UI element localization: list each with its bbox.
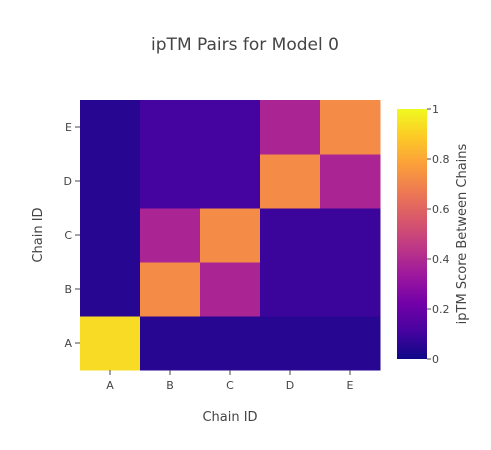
colorbar-ticks: 0 0.2 0.4 0.6 0.8 1 bbox=[427, 103, 450, 366]
y-axis-ticks: A B C D E bbox=[64, 121, 80, 350]
heatmap-cell-C-A bbox=[80, 208, 141, 263]
colorbar bbox=[397, 109, 427, 359]
heatmap-cell-B-D bbox=[260, 262, 321, 317]
chart-title: ipTM Pairs for Model 0 bbox=[151, 35, 339, 55]
heatmap-cell-C-E bbox=[320, 208, 381, 263]
heatmap-cell-B-A bbox=[80, 262, 141, 317]
colorbar-tick-label: 0.6 bbox=[432, 203, 450, 216]
colorbar-title: ipTM Score Between Chains bbox=[455, 143, 470, 324]
y-tick-label: E bbox=[65, 121, 72, 134]
heatmap-cell-D-A bbox=[80, 154, 141, 209]
heatmap-cells bbox=[80, 100, 381, 371]
heatmap-cell-B-C bbox=[200, 262, 261, 317]
y-tick-label: B bbox=[64, 283, 72, 296]
heatmap-cell-A-E bbox=[320, 316, 381, 371]
x-axis-title: Chain ID bbox=[202, 410, 257, 425]
heatmap-cell-D-B bbox=[140, 154, 201, 209]
heatmap-cell-D-D bbox=[260, 154, 321, 209]
x-tick-label: D bbox=[286, 379, 294, 392]
heatmap-cell-E-D bbox=[260, 100, 321, 155]
heatmap-cell-A-D bbox=[260, 316, 321, 371]
x-axis-ticks: A B C D E bbox=[106, 370, 354, 392]
heatmap-cell-B-B bbox=[140, 262, 201, 317]
x-tick-label: A bbox=[106, 379, 114, 392]
x-tick-label: B bbox=[166, 379, 174, 392]
y-tick-label: C bbox=[64, 229, 72, 242]
heatmap-cell-E-A bbox=[80, 100, 141, 155]
y-tick-label: D bbox=[64, 175, 72, 188]
heatmap-cell-A-C bbox=[200, 316, 261, 371]
heatmap-cell-A-A bbox=[80, 316, 141, 371]
colorbar-tick-label: 0.8 bbox=[432, 153, 450, 166]
heatmap-cell-B-E bbox=[320, 262, 381, 317]
heatmap-cell-E-E bbox=[320, 100, 381, 155]
heatmap-cell-D-E bbox=[320, 154, 381, 209]
colorbar-tick-label: 0.4 bbox=[432, 253, 450, 266]
x-tick-label: C bbox=[226, 379, 234, 392]
heatmap-cell-D-C bbox=[200, 154, 261, 209]
heatmap-cell-C-D bbox=[260, 208, 321, 263]
y-axis-title: Chain ID bbox=[31, 207, 46, 262]
heatmap-cell-E-C bbox=[200, 100, 261, 155]
heatmap-cell-C-B bbox=[140, 208, 201, 263]
colorbar-tick-label: 1 bbox=[432, 103, 439, 116]
colorbar-tick-label: 0 bbox=[432, 353, 439, 366]
x-tick-label: E bbox=[347, 379, 354, 392]
heatmap-cell-C-C bbox=[200, 208, 261, 263]
heatmap-cell-A-B bbox=[140, 316, 201, 371]
colorbar-tick-label: 0.2 bbox=[432, 303, 450, 316]
y-tick-label: A bbox=[64, 337, 72, 350]
heatmap-cell-E-B bbox=[140, 100, 201, 155]
